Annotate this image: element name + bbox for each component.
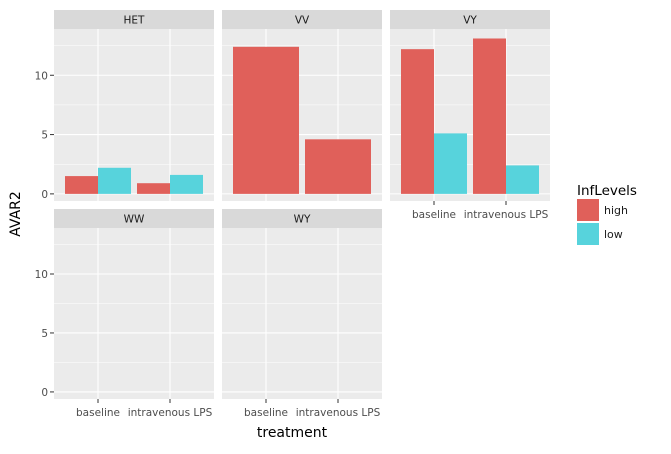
facet-strip (54, 10, 214, 29)
panel-background (222, 228, 382, 399)
x-tick-label: intravenous LPS (464, 209, 549, 221)
facet-strip-label: VV (295, 15, 310, 27)
facet-strip-label: WY (294, 214, 311, 226)
y-tick-label: 0 (41, 189, 48, 201)
legend: InfLevels high low (577, 183, 637, 245)
x-tick-label: baseline (412, 209, 456, 221)
legend-key-low (577, 223, 599, 245)
panel-background (54, 29, 214, 201)
facet-panel: HET 0 5 10 (35, 10, 214, 201)
facet-strip (222, 209, 382, 228)
bar-low (506, 165, 539, 194)
facet-strip-label: HET (124, 15, 146, 27)
facet-strip-label: WW (124, 214, 145, 226)
bar-high (233, 46, 299, 194)
facet-panel: WW 0 5 10 baseline intravenous LPS (35, 209, 214, 419)
y-tick-label: 10 (35, 269, 48, 281)
bar-low (434, 133, 467, 194)
facet-panels: HET 0 5 10 VV VY baseline intravenous LPS WW 0 5 10… (35, 10, 550, 419)
x-tick-label: intravenous LPS (296, 407, 381, 419)
facet-strip (54, 209, 214, 228)
legend-key-high (577, 199, 599, 221)
panel-background (54, 228, 214, 399)
y-tick-label: 0 (41, 387, 48, 399)
legend-label-high: high (604, 204, 628, 217)
y-axis-title: AVAR2 (8, 191, 24, 237)
bar-high (65, 176, 98, 194)
facet-strip-label: VY (463, 15, 477, 27)
bar-low (170, 174, 203, 194)
bar-high (137, 183, 170, 194)
facet-panel: WY baseline intravenous LPS (222, 209, 382, 419)
facet-strip (222, 10, 382, 29)
legend-title: InfLevels (577, 183, 637, 199)
y-tick-label: 5 (41, 328, 48, 340)
bar-high (473, 38, 506, 194)
x-tick-label: baseline (244, 407, 288, 419)
x-axis-title: treatment (257, 425, 328, 441)
bar-high (305, 139, 371, 194)
bar-low (98, 167, 131, 194)
y-tick-label: 10 (35, 70, 48, 82)
facet-strip (390, 10, 550, 29)
y-tick-label: 5 (41, 130, 48, 142)
x-tick-label: baseline (76, 407, 120, 419)
facet-panel: VY baseline intravenous LPS (390, 10, 550, 221)
legend-label-low: low (604, 228, 623, 241)
facet-panel: VV (222, 10, 382, 201)
x-tick-label: intravenous LPS (128, 407, 213, 419)
bar-high (401, 49, 434, 194)
